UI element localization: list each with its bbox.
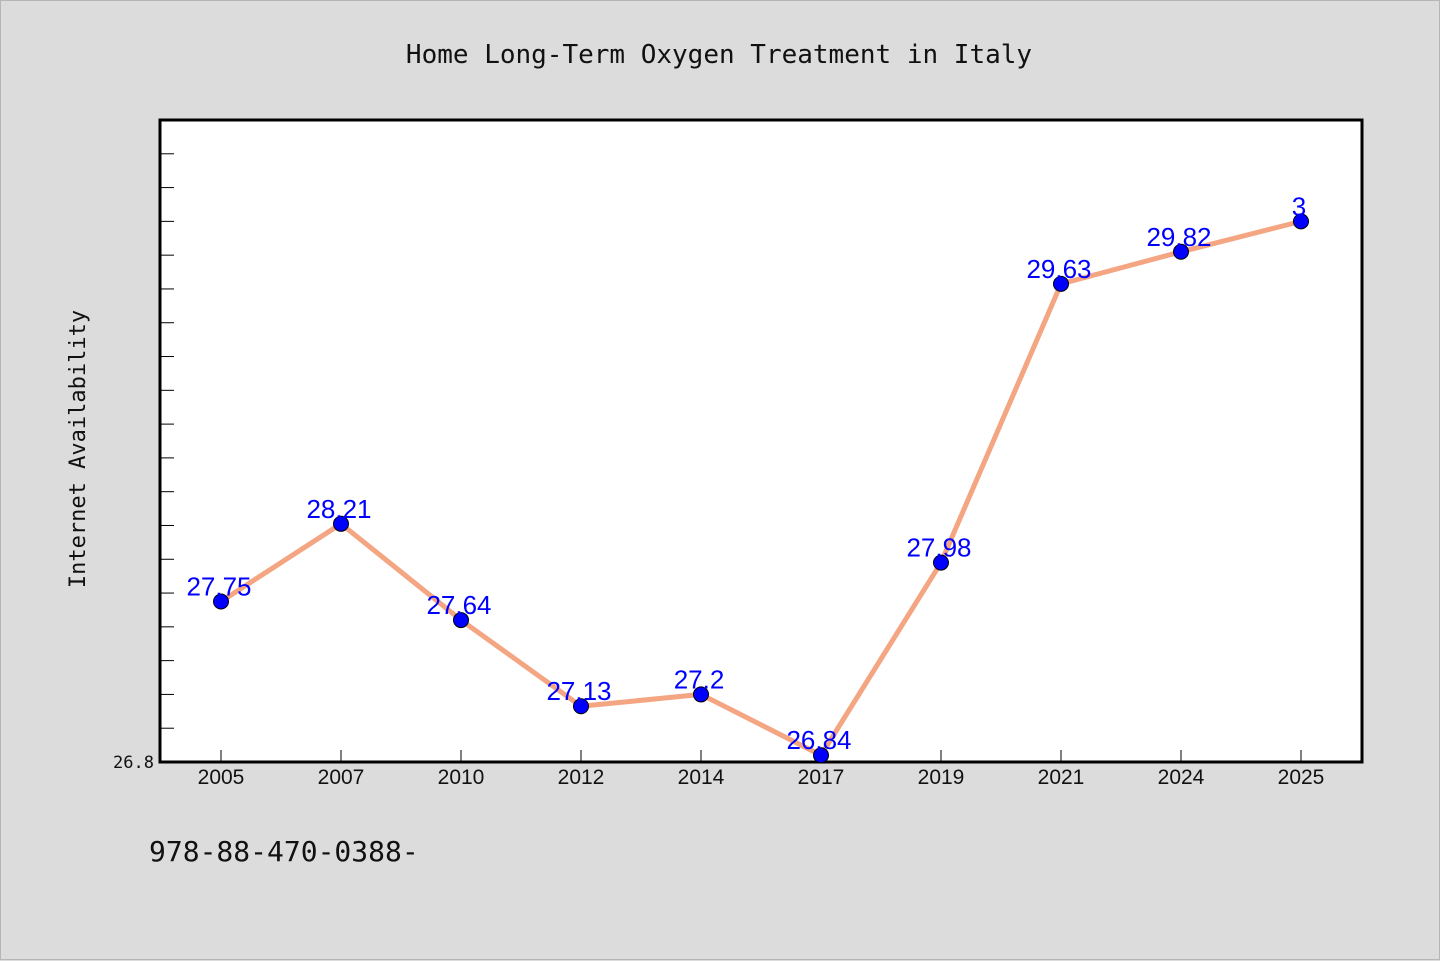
data-label: 27.2: [674, 664, 725, 694]
data-point: [213, 593, 229, 610]
y-axis-ticks: 26.8: [113, 119, 174, 773]
data-label: 27.98: [906, 533, 971, 563]
data-labels: 27.75 28.21 27.64 27.13 27.2 26.84 27.98 29.63 2…: [186, 191, 1306, 755]
data-markers: [213, 213, 1309, 764]
data-point: [1053, 275, 1069, 292]
x-tick-label: 2017: [798, 766, 845, 789]
data-point: [1293, 213, 1309, 230]
x-tick-label: 2025: [1278, 766, 1325, 789]
y-axis-label: Internet Availability: [66, 310, 91, 588]
plot-area: [158, 118, 1364, 764]
data-label: 27.75: [186, 572, 251, 602]
data-point: [453, 612, 469, 629]
x-tick-label: 2007: [318, 766, 365, 789]
caption-text: 978-88-470-0388-: [149, 835, 419, 868]
data-point: [693, 686, 709, 703]
x-tick-label: 2021: [1038, 766, 1085, 789]
y-tick-label: 26.8: [113, 753, 154, 773]
data-point: [933, 554, 949, 571]
x-axis-ticks: 2005 2007 2010 2012 2014 2017 2019 2021 2024 2025: [198, 750, 1325, 789]
data-label: 27.13: [546, 676, 611, 706]
data-point: [333, 515, 349, 532]
data-label: 29.63: [1026, 254, 1091, 284]
data-point: [813, 747, 829, 764]
x-tick-label: 2005: [198, 766, 245, 789]
chart-title: Home Long-Term Oxygen Treatment in Italy: [406, 40, 1032, 70]
data-label: 3: [1292, 191, 1306, 221]
series-line-group: [218, 218, 1304, 758]
series-line: [218, 218, 1304, 758]
x-tick-label: 2010: [438, 766, 485, 789]
data-label: 26.84: [786, 725, 851, 755]
data-label: 29.82: [1146, 222, 1211, 252]
x-tick-label: 2019: [918, 766, 965, 789]
data-label: 27.64: [426, 590, 491, 620]
data-point: [1173, 243, 1189, 260]
x-tick-label: 2024: [1158, 766, 1205, 789]
data-label: 28.21: [306, 494, 371, 524]
x-tick-label: 2012: [558, 766, 605, 789]
data-point: [573, 698, 589, 715]
x-tick-label: 2014: [678, 766, 725, 789]
